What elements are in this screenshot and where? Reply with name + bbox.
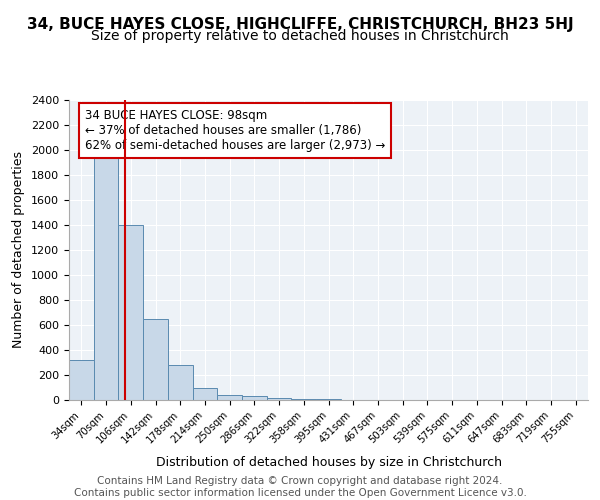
Bar bbox=[69, 360, 94, 400]
Text: 34, BUCE HAYES CLOSE, HIGHCLIFFE, CHRISTCHURCH, BH23 5HJ: 34, BUCE HAYES CLOSE, HIGHCLIFFE, CHRIST… bbox=[26, 16, 574, 32]
Text: 34 BUCE HAYES CLOSE: 98sqm
← 37% of detached houses are smaller (1,786)
62% of s: 34 BUCE HAYES CLOSE: 98sqm ← 37% of deta… bbox=[85, 109, 385, 152]
Bar bbox=[118, 225, 143, 400]
Bar bbox=[143, 319, 168, 400]
Bar bbox=[94, 156, 118, 400]
Text: Contains HM Land Registry data © Crown copyright and database right 2024.
Contai: Contains HM Land Registry data © Crown c… bbox=[74, 476, 526, 498]
X-axis label: Distribution of detached houses by size in Christchurch: Distribution of detached houses by size … bbox=[155, 456, 502, 469]
Bar bbox=[193, 388, 217, 400]
Y-axis label: Number of detached properties: Number of detached properties bbox=[13, 152, 25, 348]
Bar bbox=[267, 398, 292, 400]
Bar bbox=[168, 365, 193, 400]
Bar bbox=[242, 396, 267, 400]
Bar bbox=[217, 395, 242, 400]
Text: Size of property relative to detached houses in Christchurch: Size of property relative to detached ho… bbox=[91, 29, 509, 43]
Bar bbox=[292, 399, 316, 400]
